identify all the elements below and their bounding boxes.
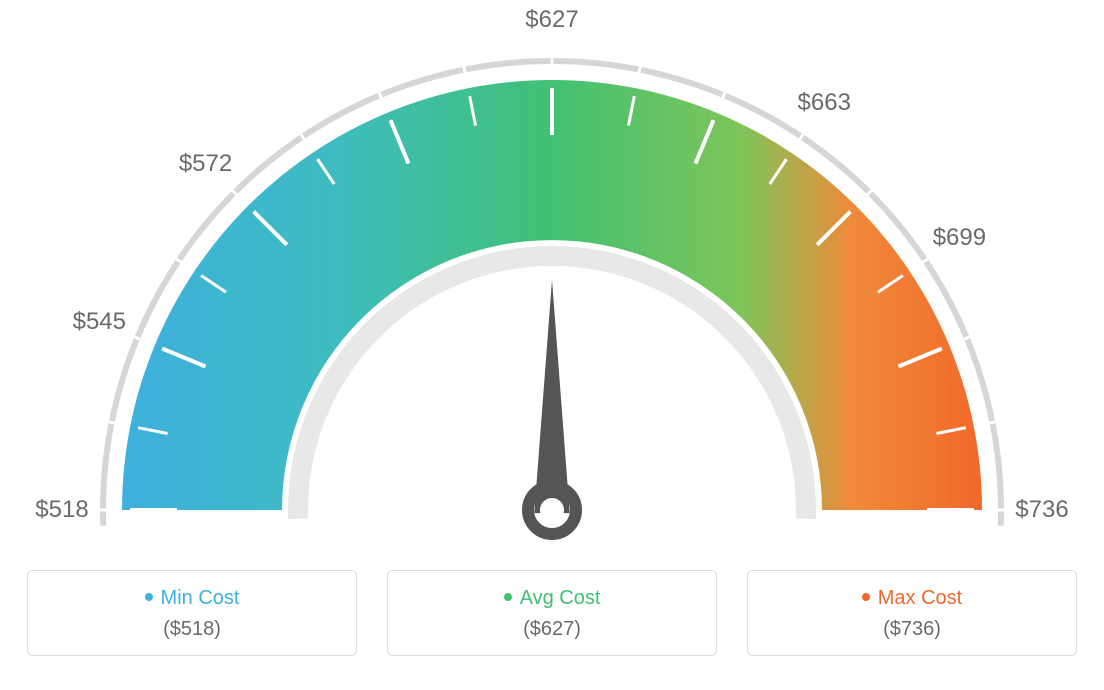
legend-row: Min Cost ($518) Avg Cost ($627) Max Cost…	[0, 570, 1104, 656]
legend-dot-avg	[504, 593, 512, 601]
gauge-tick-label: $663	[798, 89, 851, 117]
legend-value-avg: ($627)	[388, 618, 716, 641]
legend-card-max: Max Cost ($736)	[747, 570, 1077, 656]
legend-dot-max	[862, 593, 870, 601]
gauge-tick-label: $627	[525, 6, 578, 34]
gauge-tick-label: $699	[933, 224, 986, 252]
gauge-tick-label: $545	[73, 308, 126, 336]
legend-card-avg: Avg Cost ($627)	[387, 570, 717, 656]
gauge-tick-label: $572	[179, 150, 232, 178]
gauge-chart: $518 $545 $572 $627 $663 $699 $736	[0, 0, 1104, 560]
legend-value-min: ($518)	[28, 618, 356, 641]
legend-value-max: ($736)	[748, 618, 1076, 641]
legend-card-min: Min Cost ($518)	[27, 570, 357, 656]
gauge-svg	[0, 0, 1104, 560]
gauge-tick-label: $518	[35, 496, 88, 524]
gauge-tick-label: $736	[1015, 496, 1068, 524]
legend-label-avg: Avg Cost	[520, 587, 601, 609]
legend-dot-min	[145, 593, 153, 601]
legend-label-min: Min Cost	[161, 587, 240, 609]
legend-label-max: Max Cost	[878, 587, 962, 609]
